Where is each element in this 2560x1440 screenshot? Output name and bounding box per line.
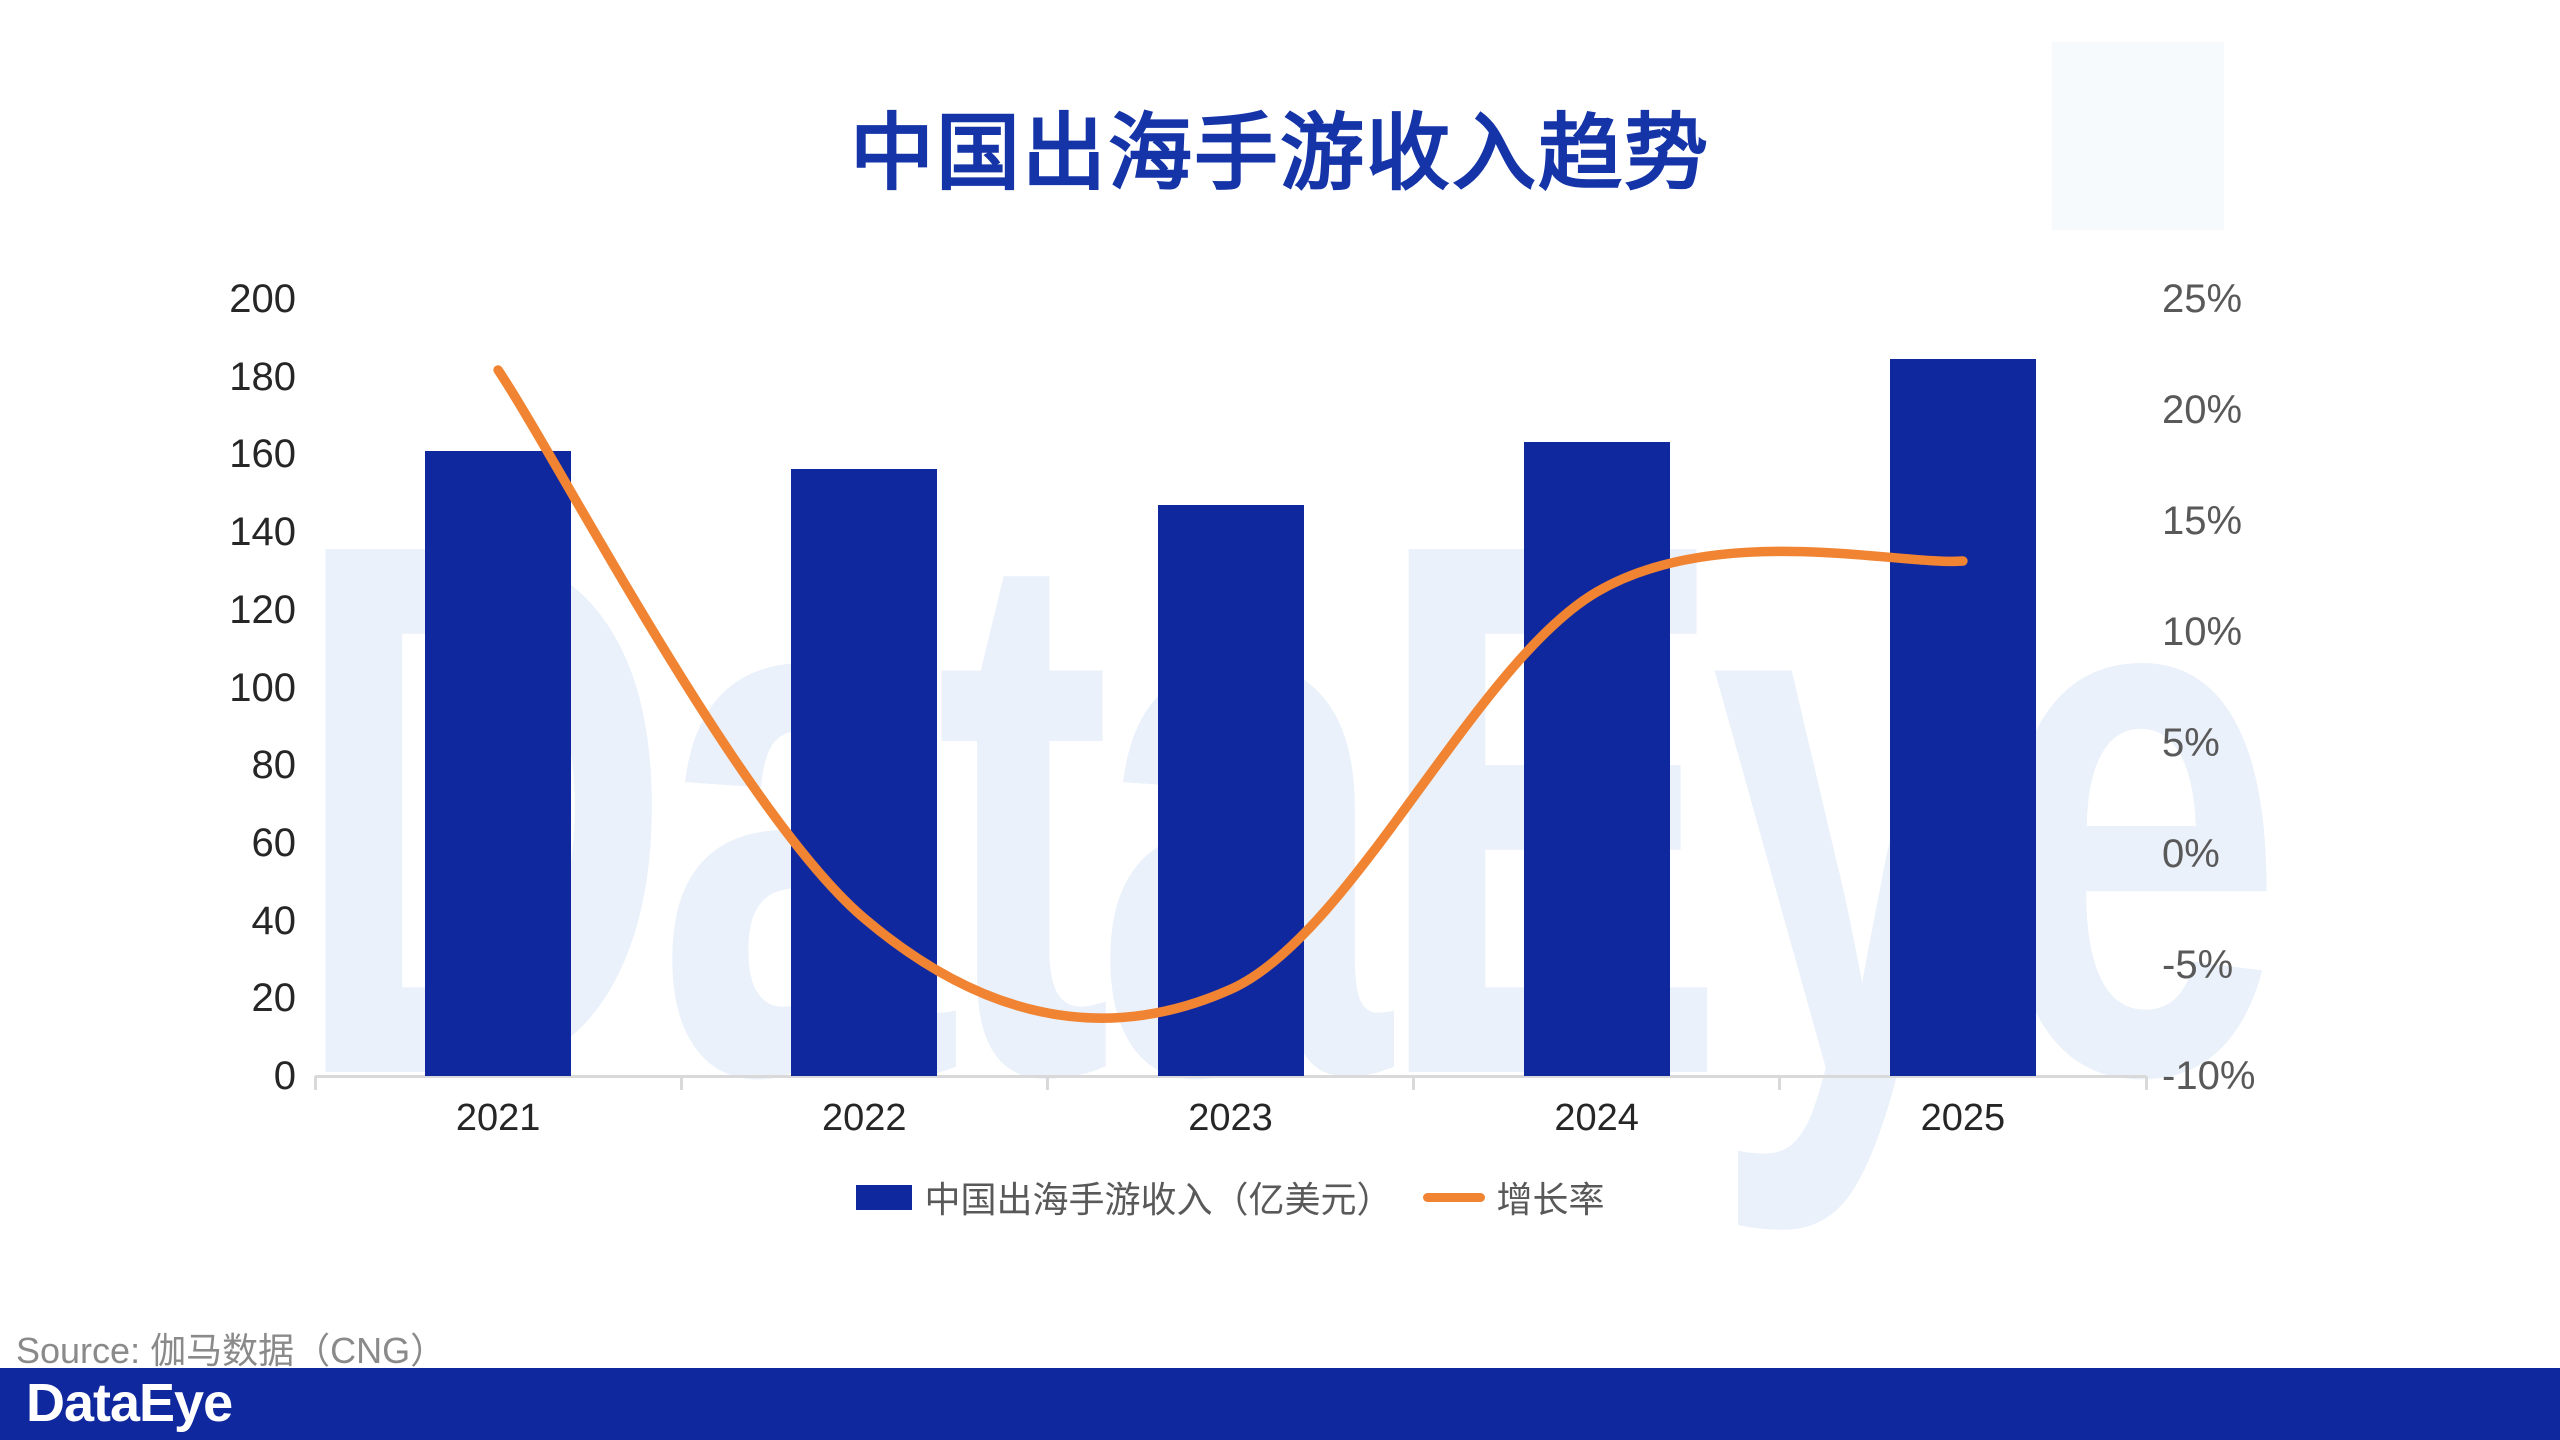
y-left-tick-60: 60 xyxy=(251,820,297,865)
bar-2021 xyxy=(425,450,572,1076)
y-left-tick-120: 120 xyxy=(229,587,296,632)
x-label-2023: 2023 xyxy=(1188,1097,1273,1139)
x-label-2022: 2022 xyxy=(822,1097,907,1139)
y-right-tick-0: 0% xyxy=(2162,832,2220,876)
bar-2025 xyxy=(1889,358,2036,1076)
x-axis-tick-mark xyxy=(679,1076,683,1090)
y-left-tick-0: 0 xyxy=(273,1054,296,1098)
watermark-block xyxy=(2052,42,2224,230)
y-left-tick-160: 160 xyxy=(229,432,296,477)
x-axis-tick-mark xyxy=(1412,1076,1416,1090)
x-label-2021: 2021 xyxy=(455,1097,541,1139)
legend-label-revenue: 中国出海手游收入（亿美元） xyxy=(924,1179,1393,1220)
legend-item-revenue: 中国出海手游收入（亿美元） xyxy=(856,1171,1393,1223)
x-axis-tick-mark xyxy=(1045,1076,1049,1090)
line-series-swatch-icon xyxy=(1422,1192,1485,1202)
bar-2023 xyxy=(1157,504,1304,1076)
chart-title: 中国出海手游收入趋势 xyxy=(849,106,1710,200)
y-right-tick--10: -10% xyxy=(2162,1054,2256,1098)
y-right-tick-20: 20% xyxy=(2162,388,2243,432)
y-left-tick-140: 140 xyxy=(229,510,296,555)
y-left-tick-200: 200 xyxy=(229,277,296,321)
growth-line xyxy=(493,365,1968,1023)
legend: 中国出海手游收入（亿美元） 增长率 xyxy=(315,1170,2146,1224)
y-left-tick-80: 80 xyxy=(251,743,297,788)
source-note: Source: 伽马数据（CNG） xyxy=(16,1330,447,1371)
legend-label-growth: 增长率 xyxy=(1496,1179,1605,1220)
footer-bar: DataEye xyxy=(0,1368,2560,1440)
y-right-tick-15: 15% xyxy=(2162,499,2243,543)
y-right-tick--5: -5% xyxy=(2162,943,2234,987)
y-right-tick-10: 10% xyxy=(2162,610,2243,654)
x-axis-tick-mark xyxy=(313,1076,317,1090)
x-axis-line xyxy=(315,1075,2146,1078)
x-label-2024: 2024 xyxy=(1554,1097,1639,1139)
y-right-tick-5: 5% xyxy=(2162,721,2220,765)
bar-series-swatch-icon xyxy=(856,1184,913,1210)
y-right-tick-25: 25% xyxy=(2162,277,2243,321)
y-left-tick-100: 100 xyxy=(229,665,296,710)
x-axis-tick-mark xyxy=(1778,1076,1782,1090)
x-axis-tick-mark xyxy=(2144,1076,2148,1090)
x-label-2025: 2025 xyxy=(1920,1097,2006,1139)
bar-2022 xyxy=(791,469,938,1076)
y-left-tick-180: 180 xyxy=(229,354,296,399)
y-left-tick-20: 20 xyxy=(251,976,297,1021)
dataeye-logo: DataEye xyxy=(26,1373,233,1433)
bar-2024 xyxy=(1523,441,1670,1076)
y-left-tick-40: 40 xyxy=(251,898,297,943)
legend-item-growth: 增长率 xyxy=(1422,1171,1605,1223)
